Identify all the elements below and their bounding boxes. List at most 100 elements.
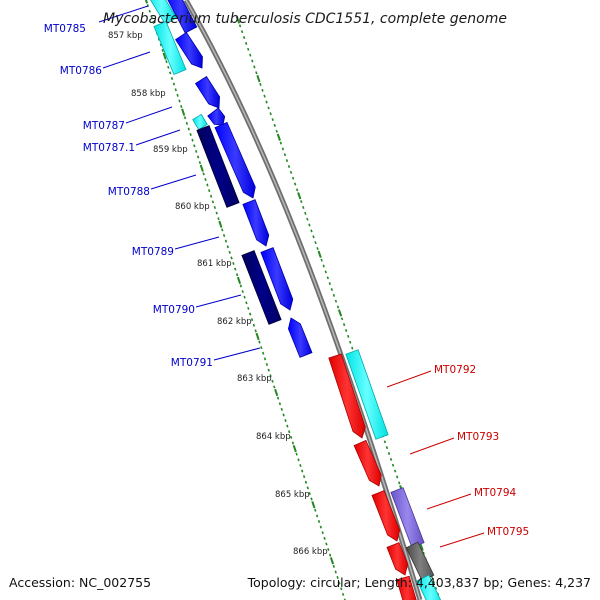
scale-label-862-kbp: 862 kbp xyxy=(217,317,252,327)
genome-backbone-highlight xyxy=(185,0,421,600)
gene-mt0795-d[interactable] xyxy=(416,574,444,600)
inner-scale-tick-minor xyxy=(302,475,306,479)
gene-mt0795[interactable] xyxy=(386,542,409,576)
gene-mt0786-b[interactable] xyxy=(175,31,203,69)
gene-label-mt0794[interactable]: MT0794 xyxy=(474,487,517,499)
gene-label-mt0795[interactable]: MT0795 xyxy=(487,526,529,538)
inner-scale-tick-minor xyxy=(301,469,304,473)
inner-scale-tick-minor xyxy=(252,323,256,327)
inner-scale-tick-minor xyxy=(291,441,295,445)
inner-scale-tick-minor xyxy=(217,217,220,221)
inner-scale-tick-minor xyxy=(338,581,341,585)
outer-scale-tick-minor xyxy=(336,305,340,309)
scale-label-859-kbp: 859 kbp xyxy=(153,145,188,155)
inner-scale-tick-minor xyxy=(284,419,287,423)
outer-scale-tick-minor xyxy=(265,100,268,104)
outer-scale-tick-minor xyxy=(328,282,331,286)
outer-scale-tick-minor xyxy=(281,147,285,151)
gene-mt0793[interactable] xyxy=(353,439,382,487)
inner-scale-tick-minor xyxy=(206,183,209,187)
inner-scale-tick-minor xyxy=(314,508,317,512)
gene-label-mt0787-1[interactable]: MT0787.1 xyxy=(83,142,135,154)
inner-scale-tick-minor xyxy=(215,211,218,215)
outer-scale-tick-minor xyxy=(340,317,344,321)
outer-scale-tick-minor xyxy=(306,217,309,221)
gene-mt0790-b[interactable] xyxy=(260,247,294,311)
gene-features xyxy=(147,0,444,600)
leader-mt0791 xyxy=(213,347,261,361)
gene-label-mt0791[interactable]: MT0791 xyxy=(171,357,213,369)
gene-label-mt0793[interactable]: MT0793 xyxy=(457,431,499,443)
gene-mt0785-cyan[interactable] xyxy=(147,0,178,25)
gene-mt0787-1[interactable] xyxy=(192,113,208,131)
inner-scale-tick-minor xyxy=(267,368,270,372)
inner-scale-tick-minor xyxy=(295,452,298,456)
inner-scale-tick-minor xyxy=(310,497,313,501)
inner-scale-tick-minor xyxy=(332,564,336,568)
gene-mt0785[interactable] xyxy=(164,0,198,34)
gene-mt0791[interactable] xyxy=(287,317,313,358)
gene-mt0787[interactable] xyxy=(194,75,221,109)
outer-scale-tick-major xyxy=(297,192,302,200)
gene-mt0792-b[interactable] xyxy=(345,349,389,440)
outer-scale-tick-minor xyxy=(332,293,336,297)
inner-scale-tick-minor xyxy=(286,424,289,428)
gene-mt0794[interactable] xyxy=(371,490,401,542)
gene-mt0789[interactable] xyxy=(242,199,270,247)
gene-label-mt0785[interactable]: MT0785 xyxy=(44,23,86,35)
outer-scale-tick-minor xyxy=(398,481,401,485)
inner-scale-tick-minor xyxy=(213,205,216,209)
outer-scale-tick-minor xyxy=(347,334,350,338)
leader-mt0786 xyxy=(102,51,151,69)
inner-scale-tick-minor xyxy=(191,138,194,142)
inner-scale-tick-minor xyxy=(165,60,168,64)
inner-scale-tick-minor xyxy=(254,329,257,333)
outer-scale-tick-major xyxy=(317,250,322,258)
outer-scale-tick-minor xyxy=(289,170,293,174)
outer-scale-tick-major xyxy=(256,74,261,83)
inner-scale-tick-minor xyxy=(226,245,229,249)
gene-mt0794-b[interactable] xyxy=(390,487,425,548)
gene-label-mt0787[interactable]: MT0787 xyxy=(83,120,125,132)
inner-scale-tick-minor xyxy=(228,250,231,254)
gene-mt0786[interactable] xyxy=(153,20,187,76)
outer-scale-tick-minor xyxy=(334,299,338,303)
gene-label-mt0790[interactable]: MT0790 xyxy=(153,304,195,316)
gene-mt0795-b[interactable] xyxy=(405,541,435,582)
inner-scale-tick-minor xyxy=(193,144,196,148)
outer-scale-tick-minor xyxy=(330,288,334,291)
outer-scale-tick-minor xyxy=(271,118,274,122)
gene-mt0788-b[interactable] xyxy=(214,121,256,199)
gene-mt0787-b[interactable] xyxy=(207,107,226,126)
inner-scale-tick-minor xyxy=(180,105,183,109)
inner-scale-tick-minor xyxy=(183,116,187,120)
outer-scale-tick-major xyxy=(276,133,281,141)
gene-label-mt0786[interactable]: MT0786 xyxy=(60,65,103,77)
scale-ticks-inner xyxy=(144,0,346,600)
gene-label-mt0792[interactable]: MT0792 xyxy=(434,364,476,376)
outer-scale-tick-minor xyxy=(432,580,436,584)
outer-scale-tick-minor xyxy=(310,229,313,233)
inner-scale-tick-minor xyxy=(323,536,326,540)
gene-mt0790[interactable] xyxy=(241,250,282,325)
leader-mt0792 xyxy=(386,370,432,388)
gene-mt0788[interactable] xyxy=(196,125,240,208)
outer-scale-tick-minor xyxy=(434,586,438,590)
inner-scale-tick-minor xyxy=(234,267,237,271)
outer-scale-tick-minor xyxy=(251,59,254,63)
gene-label-mt0789[interactable]: MT0789 xyxy=(132,246,174,258)
inner-scale-tick-minor xyxy=(148,9,151,13)
outer-scale-tick-minor xyxy=(314,241,317,245)
inner-scale-tick-minor xyxy=(247,306,250,310)
leader-mt0787 xyxy=(125,106,173,124)
inner-scale-tick-minor xyxy=(172,82,176,86)
inner-scale-tick-minor xyxy=(260,346,263,350)
outer-scale-tick-minor xyxy=(395,475,399,479)
outer-scale-tick-minor xyxy=(326,276,329,280)
inner-scale-tick-minor xyxy=(208,189,211,193)
gene-mt0792[interactable] xyxy=(328,353,366,439)
gene-mt0795-c[interactable] xyxy=(396,575,417,600)
gene-label-mt0788[interactable]: MT0788 xyxy=(108,186,150,198)
scale-label-857-kbp: 857 kbp xyxy=(108,31,143,41)
